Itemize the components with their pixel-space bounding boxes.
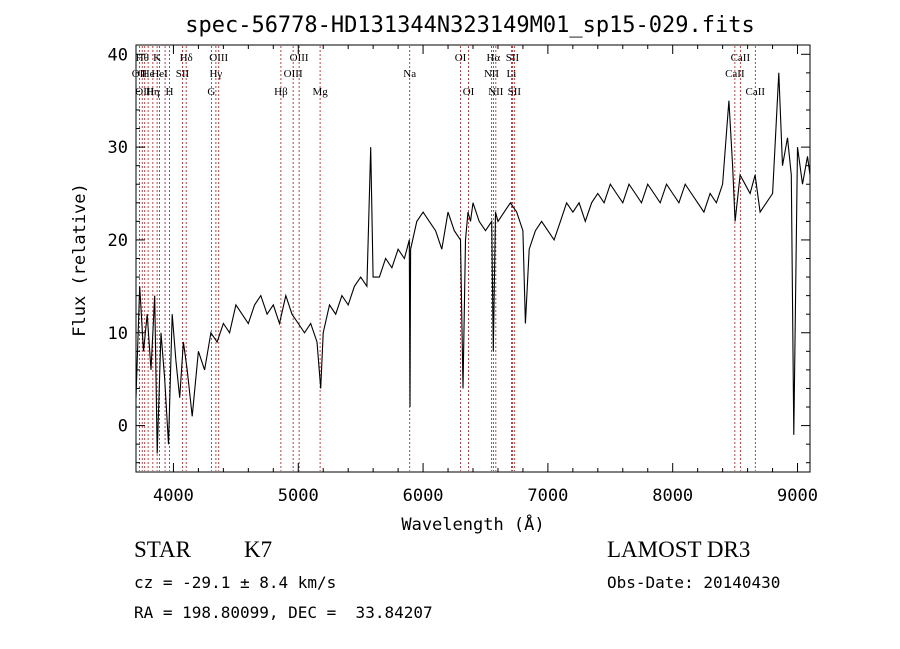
spectrum-chart: spec-56778-HD131344N323149M01_sp15-029.f… — [70, 13, 818, 535]
line-marker-label-9: SII — [176, 68, 190, 80]
line-marker-label-20: OI — [463, 86, 475, 98]
line-marker-label-15: OIII — [284, 68, 303, 80]
x-tick-label-5: 9000 — [777, 486, 818, 506]
x-tick-label-3: 7000 — [527, 486, 568, 506]
line-marker-label-19: OI — [455, 52, 467, 64]
line-markers — [138, 46, 756, 471]
line-marker-label-3: He — [142, 68, 155, 80]
survey-name: LAMOST DR3 — [607, 537, 751, 562]
observation-date: Obs-Date: 20140430 — [607, 573, 781, 592]
y-tick-label-1: 10 — [108, 324, 128, 344]
line-marker-label-27: CaII — [725, 68, 745, 80]
y-tick-label-4: 40 — [108, 45, 128, 65]
line-marker-label-11: G — [207, 86, 215, 98]
x-tick-label-4: 8000 — [652, 486, 693, 506]
object-class: STAR — [134, 537, 191, 562]
plot-frame — [135, 44, 811, 473]
line-marker-label-26: SII — [508, 86, 522, 98]
line-marker-label-29: CaII — [746, 86, 766, 98]
line-marker-label-14: Hβ — [274, 86, 288, 98]
line-marker-label-4: Hη — [146, 86, 160, 98]
line-marker-label-28: CaII — [731, 52, 751, 64]
line-marker-label-21: NII — [484, 68, 500, 80]
line-marker-label-1: Hθ — [136, 52, 149, 64]
line-marker-label-13: OIII — [209, 52, 228, 64]
y-tick-label-0: 0 — [118, 417, 128, 437]
axis-ticks: 4000 5000 6000 7000 8000 9000 0 10 20 30 40 — [108, 45, 818, 506]
line-marker-label-17: Mg — [312, 86, 328, 98]
line-marker-labels: OIIHθOIIIHeHηKHeIHSIIHδGHγOIIIHβOIIIOIII… — [132, 52, 766, 98]
y-tick-label-2: 20 — [108, 231, 128, 251]
line-marker-label-16: OIII — [290, 52, 309, 64]
coordinates: RA = 198.80099, DEC = 33.84207 — [134, 603, 433, 622]
line-marker-label-6: HeI — [151, 68, 168, 80]
x-tick-label-2: 6000 — [403, 486, 444, 506]
x-axis-label: Wavelength (Å) — [401, 513, 544, 535]
line-marker-label-2: OIII — [135, 86, 154, 98]
line-marker-label-10: Hδ — [180, 52, 193, 64]
line-marker-label-25: SII — [506, 52, 520, 64]
line-marker-label-5: K — [153, 52, 161, 64]
object-subclass: K7 — [244, 537, 273, 562]
y-tick-label-3: 30 — [108, 138, 128, 158]
line-marker-label-24: Li — [507, 68, 517, 80]
y-axis-label: Flux (relative) — [70, 183, 90, 337]
redshift-velocity: cz = -29.1 ± 8.4 km/s — [134, 573, 337, 592]
line-marker-label-8: H — [165, 86, 173, 98]
line-marker-label-12: Hγ — [209, 68, 222, 80]
line-marker-label-22: Hα — [486, 52, 500, 64]
spectrum-series — [135, 72, 811, 454]
x-tick-label-1: 5000 — [278, 486, 319, 506]
line-marker-label-18: Na — [403, 68, 416, 80]
line-marker-label-23: NII — [488, 86, 504, 98]
x-tick-label-0: 4000 — [153, 486, 194, 506]
chart-title: spec-56778-HD131344N323149M01_sp15-029.f… — [185, 13, 755, 38]
